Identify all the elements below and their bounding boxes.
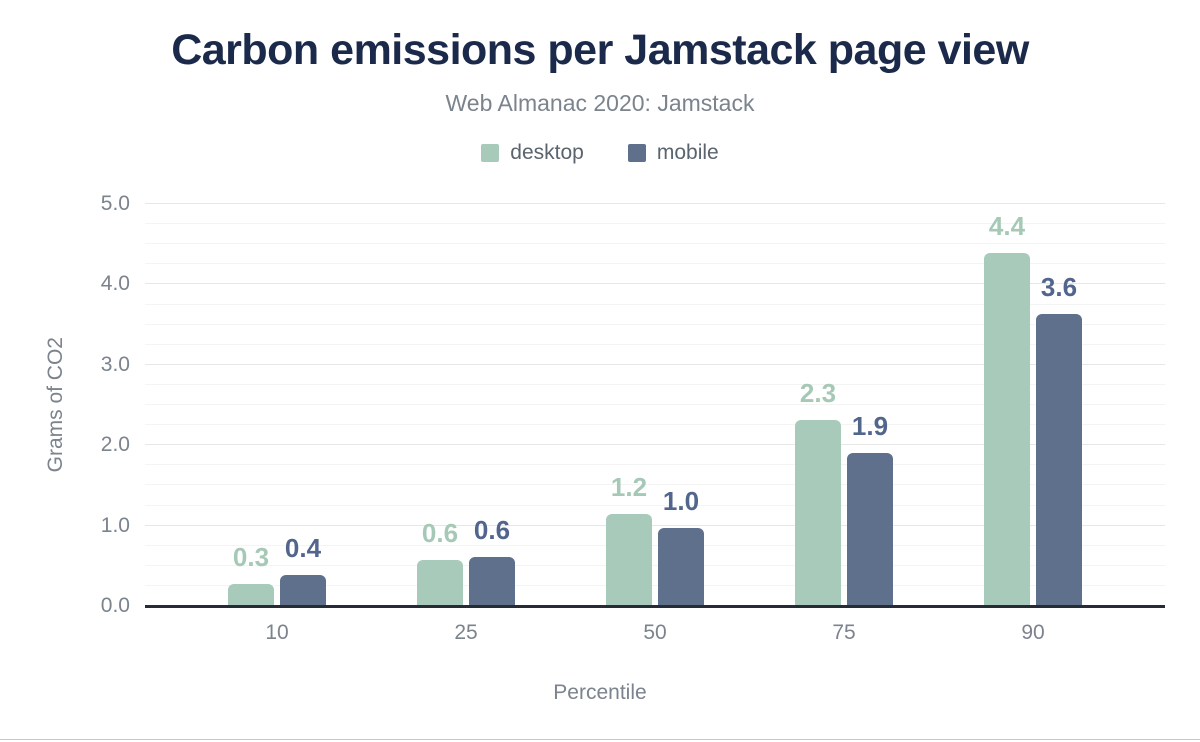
bar-value-mobile-p90: 3.6 [1040,272,1078,303]
mobile-legend-swatch [627,144,646,162]
bar-cell-mobile-p10: 0.4 [280,204,326,606]
bar-mobile-p10[interactable] [280,575,326,606]
bar-group-p75: 2.3 1.9 [795,204,893,606]
gridline-minor [145,383,1165,385]
chart-canvas: Grams of CO2 0.0 1.0 2.0 3.0 4.0 5.0 0.3 0.4 0.6… [0,192,1200,617]
x-tick-label-75: 75 [832,621,856,644]
bar-value-desktop-p50: 1.2 [610,471,648,502]
gridline-minor [145,484,1165,486]
chart-subtitle: Web Almanac 2020: Jamstack [445,90,755,116]
bar-mobile-p50[interactable] [658,528,704,606]
bar-value-desktop-p10: 0.3 [232,542,270,573]
gridline-minor [145,303,1165,305]
gridline-minor [145,243,1165,245]
gridline-major [145,524,1165,526]
desktop-legend-swatch [481,144,500,162]
plot-area: 0.0 1.0 2.0 3.0 4.0 5.0 0.3 0.4 0.6 0.6 1.2 1.0 2.3 1… [101,192,1165,617]
bar-group-p50: 1.2 1.0 [606,204,704,606]
gridline-major [145,203,1165,204]
y-tick-label: 1.0 [100,513,130,537]
gridline-minor [145,223,1165,225]
x-axis-ticks: 10 25 50 75 90 [145,621,1165,645]
bar-cell-mobile-p75: 1.9 [847,204,893,606]
gridline-minor [145,424,1165,426]
bar-desktop-p25[interactable] [417,560,463,606]
bar-mobile-p75[interactable] [847,453,893,606]
chart-title: Carbon emissions per Jamstack page view [171,26,1029,74]
bar-cell-desktop-p75: 2.3 [795,204,841,606]
bar-desktop-p75[interactable] [795,420,841,606]
bar-cell-desktop-p90: 4.4 [984,204,1030,606]
gridline-minor [145,584,1165,586]
bar-value-mobile-p10: 0.4 [284,533,322,564]
legend-label-mobile: mobile [656,141,719,164]
bar-cell-mobile-p50: 1.0 [658,204,704,606]
gridline-minor [145,544,1165,546]
legend-item-desktop: desktop [481,141,584,165]
gridline-minor [145,343,1165,345]
gridline-minor [145,464,1165,466]
gridline-minor [145,564,1165,566]
gridline-major [145,444,1165,446]
bar-value-mobile-p25: 0.6 [473,514,511,545]
bar-value-mobile-p75: 1.9 [851,411,889,442]
bar-value-mobile-p50: 1.0 [662,486,700,517]
bar-desktop-p10[interactable] [228,584,274,606]
legend-label-desktop: desktop [510,141,584,164]
gridline-minor [145,504,1165,506]
x-tick-label-25: 25 [454,621,478,644]
bar-value-desktop-p90: 4.4 [988,211,1026,242]
legend-item-mobile: mobile [627,141,719,165]
y-tick-label: 3.0 [100,352,130,376]
bar-desktop-p90[interactable] [984,253,1030,606]
bar-cell-desktop-p50: 1.2 [606,204,652,606]
bar-group-p10: 0.3 0.4 [228,204,326,606]
y-axis-title-wrap: Grams of CO2 [14,204,98,606]
bar-cell-desktop-p10: 0.3 [228,204,274,606]
bar-mobile-p25[interactable] [469,556,515,606]
y-tick-label: 2.0 [100,433,130,457]
x-axis-title: Percentile [553,681,647,704]
bar-cell-mobile-p25: 0.6 [469,204,515,606]
bar-groups: 0.3 0.4 0.6 0.6 1.2 1.0 2.3 1.9 4.4 3.6 [145,204,1165,606]
legend: desktop mobile [0,141,1200,165]
gridline-minor [145,323,1165,325]
gridline-minor [145,263,1165,265]
x-tick-label-10: 10 [265,621,289,644]
bar-cell-mobile-p90: 3.6 [1036,204,1082,606]
gridline-major [145,363,1165,365]
gridline-minor [145,404,1165,405]
bar-value-desktop-p25: 0.6 [421,518,459,549]
bar-cell-desktop-p25: 0.6 [417,204,463,606]
x-axis-line [145,605,1165,608]
bottom-divider [0,739,1200,740]
x-tick-label-50: 50 [643,621,667,644]
bar-group-p90: 4.4 3.6 [984,204,1082,606]
bar-group-p25: 0.6 0.6 [417,204,515,606]
bar-desktop-p50[interactable] [606,513,652,606]
gridline-major [145,283,1165,285]
y-tick-label: 4.0 [100,272,130,296]
y-tick-label: 5.0 [100,192,130,215]
x-tick-label-90: 90 [1021,621,1045,644]
bar-mobile-p90[interactable] [1036,314,1082,606]
y-axis-title: Grams of CO2 [44,337,67,473]
bar-value-desktop-p75: 2.3 [799,378,837,409]
y-tick-label: 0.0 [100,594,130,617]
